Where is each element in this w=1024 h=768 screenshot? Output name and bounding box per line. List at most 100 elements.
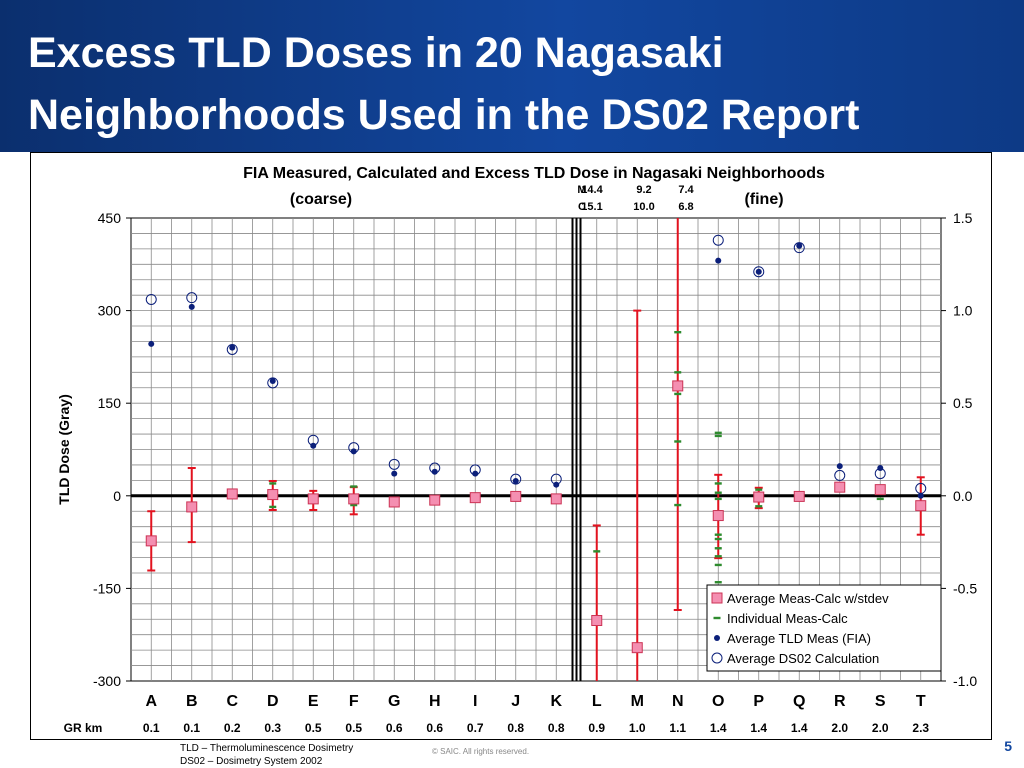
individual-meas-calc — [674, 503, 682, 507]
gr-km-row-label: GR km — [64, 721, 103, 735]
category-label: B — [186, 693, 198, 710]
gr-km-label: 2.0 — [831, 721, 848, 735]
gr-km-label: 0.8 — [507, 721, 524, 735]
individual-meas-calc — [714, 547, 722, 550]
avg-meas-calc-point — [429, 494, 441, 506]
individual-meas-calc — [876, 497, 884, 501]
avg-meas-calc-point — [307, 493, 319, 505]
tld-meas-point — [755, 268, 762, 275]
individual-meas-calc — [714, 563, 722, 567]
gr-km-label: 1.0 — [629, 721, 646, 735]
gr-km-label: 1.4 — [750, 721, 767, 735]
individual-meas-calc — [714, 581, 722, 584]
ds02-calc-point — [793, 242, 805, 254]
annotation-value: 6.8 — [678, 201, 693, 213]
y2-tick-label: -1.0 — [953, 673, 977, 689]
individual-meas-calc — [714, 533, 722, 536]
gr-km-label: 0.5 — [345, 721, 362, 735]
individual-meas-calc — [714, 434, 722, 438]
tld-meas-point — [188, 303, 195, 310]
tld-meas-point — [796, 242, 803, 249]
tld-meas-point — [877, 465, 884, 472]
avg-meas-calc-point — [145, 535, 157, 547]
legend-marker-ds02-calc — [711, 652, 723, 664]
chart-title: FIA Measured, Calculated and Excess TLD … — [243, 165, 825, 182]
ds02-calc-point — [267, 377, 279, 389]
tld-meas-point — [431, 468, 438, 475]
individual-meas-calc — [269, 482, 277, 485]
avg-meas-calc-point — [469, 492, 481, 504]
tld-meas-point — [269, 377, 276, 384]
category-label: F — [349, 693, 359, 710]
individual-meas-calc — [714, 555, 722, 558]
gr-km-label: 0.5 — [305, 721, 322, 735]
individual-meas-calc — [350, 503, 358, 507]
gr-km-label: 1.1 — [669, 721, 686, 735]
avg-meas-calc-point — [388, 496, 400, 508]
y2-tick-label: 0.0 — [953, 488, 973, 504]
individual-meas-calc — [269, 505, 277, 509]
chart: 4503001500-150-3001.51.00.50.0-0.5-1.0TL… — [56, 165, 977, 735]
avg-meas-calc-point — [712, 510, 724, 522]
category-label: R — [834, 693, 846, 710]
y-tick-label: 450 — [98, 210, 122, 226]
individual-meas-calc — [714, 537, 722, 541]
individual-meas-calc — [674, 440, 682, 443]
avg-meas-calc-point — [550, 493, 562, 505]
annotation-value: 15.1 — [581, 201, 602, 213]
gr-km-label: 0.7 — [467, 721, 484, 735]
category-label: G — [388, 693, 400, 710]
individual-meas-calc — [755, 505, 763, 508]
tld-meas-point — [715, 257, 722, 264]
tld-meas-point — [917, 492, 924, 499]
ds02-calc-point — [753, 266, 765, 278]
tld-meas-point — [148, 340, 155, 347]
category-label: E — [308, 693, 319, 710]
individual-meas-calc — [714, 497, 722, 501]
individual-meas-calc — [714, 491, 722, 494]
annotation-row-label: C — [578, 201, 586, 213]
avg-meas-calc-point — [348, 493, 360, 505]
individual-meas-calc — [593, 550, 601, 553]
legend-label: Average DS02 Calculation — [727, 651, 879, 666]
slide-title-line-1: Excess TLD Doses in 20 Nagasaki — [28, 29, 724, 77]
ds02-calc-point — [510, 473, 522, 485]
footnote-ds02: DS02 – Dosimetry System 2002 — [180, 756, 323, 767]
title-banner: Excess TLD Doses in 20 Nagasaki Neighbor… — [0, 0, 1024, 152]
y2-tick-label: 0.5 — [953, 395, 973, 411]
avg-meas-calc-point — [591, 615, 603, 627]
legend-box — [706, 584, 942, 672]
category-label: C — [226, 693, 238, 710]
ds02-calc-point — [834, 469, 846, 481]
y2-tick-label: 1.5 — [953, 210, 973, 226]
gr-km-label: 1.4 — [791, 721, 808, 735]
annotation-value: 7.4 — [678, 184, 694, 196]
ds02-calc-point — [388, 458, 400, 470]
category-label: Q — [793, 693, 805, 710]
category-label: D — [267, 693, 279, 710]
tld-meas-point — [836, 463, 843, 470]
category-label: H — [429, 693, 441, 710]
ds02-calc-point — [712, 234, 724, 246]
y-tick-label: 0 — [113, 488, 121, 504]
avg-meas-calc-point — [186, 501, 198, 513]
gr-km-label: 0.1 — [143, 721, 160, 735]
gr-km-label: 2.0 — [872, 721, 889, 735]
tld-meas-point — [310, 442, 317, 449]
individual-meas-calc — [674, 392, 682, 396]
page-number: 5 — [1004, 738, 1012, 754]
y-tick-label: 300 — [98, 303, 122, 319]
legend-label: Average Meas-Calc w/stdev — [727, 591, 889, 606]
ds02-calc-point — [145, 293, 157, 305]
annotation-value: 9.2 — [636, 184, 651, 196]
gr-km-label: 0.2 — [224, 721, 241, 735]
individual-meas-calc — [674, 331, 682, 334]
gr-km-label: 2.3 — [912, 721, 929, 735]
gr-km-label: 0.9 — [588, 721, 605, 735]
section-label-coarse: (coarse) — [290, 191, 352, 208]
tld-meas-point — [229, 344, 236, 351]
avg-meas-calc-point — [672, 380, 684, 392]
individual-meas-calc — [755, 488, 763, 491]
individual-meas-calc — [714, 431, 722, 435]
gr-km-label: 0.8 — [548, 721, 565, 735]
